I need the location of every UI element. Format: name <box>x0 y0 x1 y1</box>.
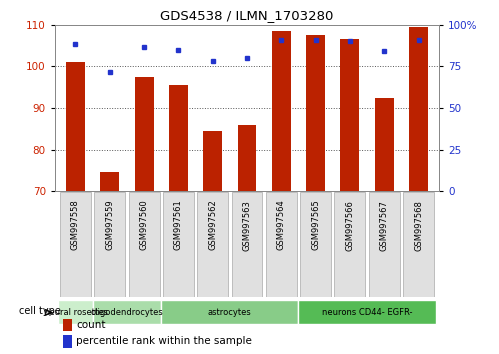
Bar <box>161 301 298 324</box>
Bar <box>238 125 256 191</box>
Text: GSM997561: GSM997561 <box>174 200 183 250</box>
Text: astrocytes: astrocytes <box>208 308 251 317</box>
Text: GSM997560: GSM997560 <box>140 200 149 250</box>
Bar <box>298 301 436 324</box>
Text: neural rosettes: neural rosettes <box>43 308 107 317</box>
Text: GSM997558: GSM997558 <box>71 200 80 250</box>
Text: percentile rank within the sample: percentile rank within the sample <box>76 336 252 346</box>
Text: GSM997568: GSM997568 <box>414 200 423 251</box>
Bar <box>306 35 325 191</box>
FancyBboxPatch shape <box>232 192 262 297</box>
Text: GSM997567: GSM997567 <box>380 200 389 251</box>
FancyBboxPatch shape <box>163 192 194 297</box>
FancyBboxPatch shape <box>403 192 434 297</box>
Text: count: count <box>76 320 105 330</box>
FancyBboxPatch shape <box>266 192 297 297</box>
Bar <box>169 85 188 191</box>
Text: oligodendrocytes: oligodendrocytes <box>90 308 163 317</box>
Text: cell type: cell type <box>19 306 61 316</box>
Text: GSM997563: GSM997563 <box>243 200 251 251</box>
Bar <box>272 31 291 191</box>
Title: GDS4538 / ILMN_1703280: GDS4538 / ILMN_1703280 <box>160 9 334 22</box>
FancyBboxPatch shape <box>369 192 400 297</box>
Bar <box>135 77 154 191</box>
Bar <box>62 335 72 348</box>
Text: GSM997559: GSM997559 <box>105 200 114 250</box>
Bar <box>203 131 222 191</box>
FancyBboxPatch shape <box>129 192 160 297</box>
Text: GSM997562: GSM997562 <box>208 200 217 250</box>
Bar <box>409 27 428 191</box>
FancyBboxPatch shape <box>197 192 228 297</box>
FancyBboxPatch shape <box>300 192 331 297</box>
FancyBboxPatch shape <box>334 192 365 297</box>
Text: GSM997564: GSM997564 <box>277 200 286 250</box>
Bar <box>100 172 119 191</box>
FancyBboxPatch shape <box>60 192 91 297</box>
Bar <box>62 319 72 331</box>
Text: GSM997565: GSM997565 <box>311 200 320 250</box>
Text: GSM997566: GSM997566 <box>345 200 354 251</box>
Bar <box>340 39 359 191</box>
Bar <box>66 62 85 191</box>
FancyBboxPatch shape <box>94 192 125 297</box>
Text: neurons CD44- EGFR-: neurons CD44- EGFR- <box>322 308 412 317</box>
Bar <box>58 301 93 324</box>
Bar <box>375 98 394 191</box>
Bar <box>93 301 161 324</box>
